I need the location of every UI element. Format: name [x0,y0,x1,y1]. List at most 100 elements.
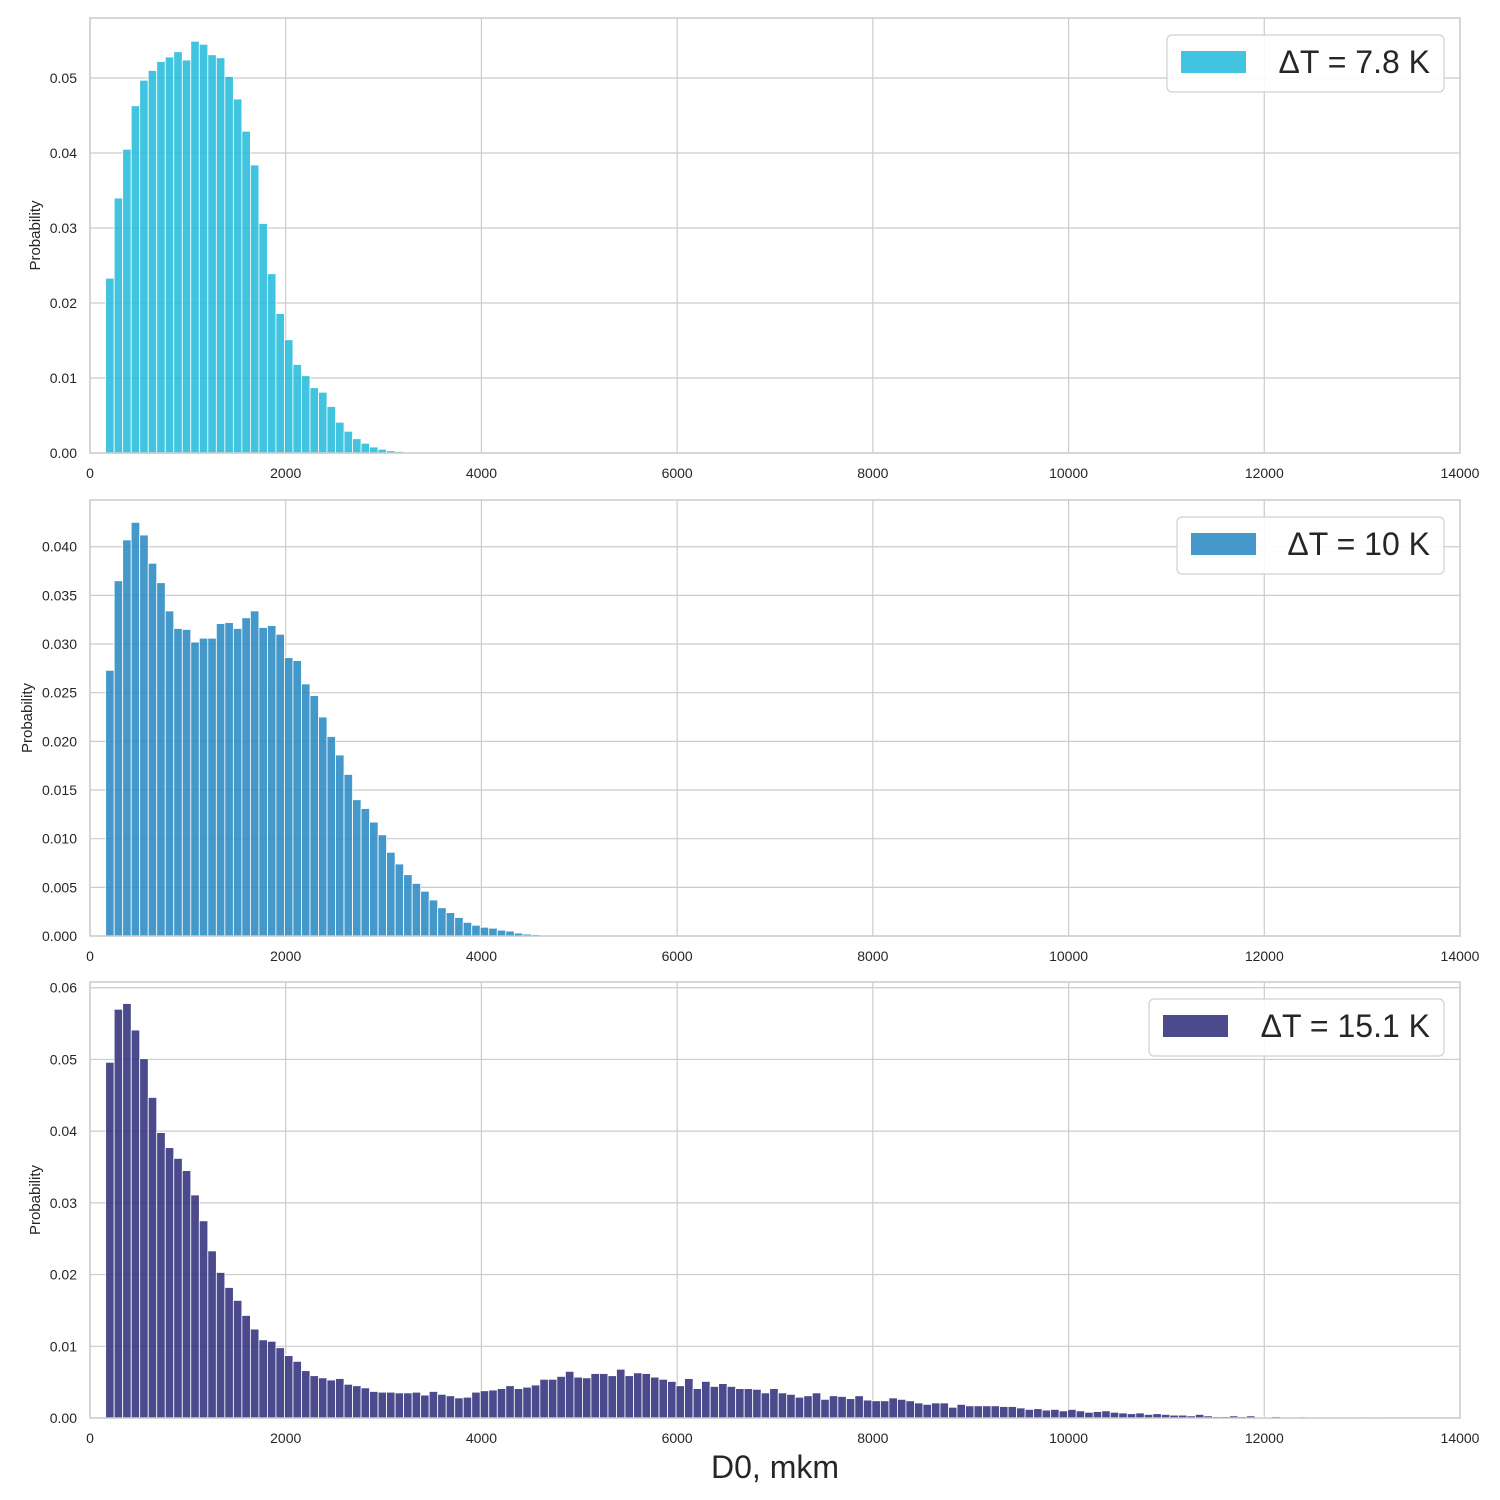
histogram-bar [1050,1408,1060,1419]
legend-box [1148,998,1445,1057]
histogram-bar [164,56,175,454]
histogram-bar [411,883,422,937]
y-tick-label: 0.030 [42,636,77,652]
histogram-bar [352,438,362,454]
histogram-bar [173,628,183,937]
histogram-bar [590,1373,600,1419]
histogram-bar [803,1395,813,1419]
histogram-bar [888,1397,898,1419]
axes-frame [89,981,1461,1419]
histogram-bar [428,899,439,937]
histogram-bar [190,641,200,937]
x-tick-label: 14000 [1441,465,1480,481]
histogram-bar [301,683,311,937]
histogram-bar [318,391,328,454]
histogram-bar [326,736,336,937]
histogram-bar [1092,1411,1103,1419]
histogram-bar [292,364,302,454]
x-tick-label: 6000 [662,948,693,964]
histogram-bar [1135,1412,1145,1419]
histogram-bar [258,627,268,937]
histogram-bar [462,1396,473,1419]
y-tick-label: 0.00 [50,445,77,461]
histogram-bar [982,1405,992,1419]
histogram-bar [352,1385,362,1419]
histogram-bar [113,580,124,937]
histogram-bar [198,637,209,937]
histogram-bar [471,924,481,937]
histogram-bar [539,1378,549,1419]
histogram-bar [948,1406,958,1419]
panel-3: 0 2000 4000 6000 8000 10000 12000 14000 0.00 0.01… [27,980,1480,1446]
histogram-bar [965,1405,975,1419]
histogram-bar [215,1272,226,1419]
histogram-bar [122,148,132,454]
histogram-bar [735,1388,745,1419]
histogram-bar [1118,1412,1128,1419]
y-tick-label: 0.020 [42,733,77,749]
histogram-bar [156,61,166,454]
x-tick-label: 10000 [1049,1430,1088,1446]
histogram-bar [309,1375,319,1419]
histogram-bar [386,851,396,937]
histogram-bar [845,1398,856,1419]
legend-swatch [1191,533,1256,555]
legend: ΔT = 10 K [1176,516,1445,575]
histogram-bar [420,1394,430,1419]
histogram-bar [1041,1409,1052,1419]
histogram-bar [232,98,243,454]
histogram-bar [232,1299,243,1419]
y-tick-label: 0.015 [42,782,77,798]
histogram-bar [181,1170,192,1419]
histogram-bar [335,1378,345,1419]
histogram-bar [479,1390,490,1419]
histogram-bar [956,1403,966,1419]
y-tick-label: 0.02 [50,1267,77,1283]
y-tick-label: 0.01 [50,1338,77,1354]
histogram-bar [973,1405,983,1419]
histogram-bar [667,1381,677,1419]
histogram-bar [130,105,141,454]
x-tick-label: 14000 [1441,948,1480,964]
histogram-bar [139,1058,149,1419]
histogram-bar [675,1385,685,1419]
x-tick-label: 0 [86,1430,94,1446]
histogram-bar [156,1132,166,1419]
histogram-bar [513,1388,524,1419]
histogram-bar [394,863,405,937]
bars [105,1003,1418,1419]
histogram-bar [122,539,132,937]
histogram-bar [267,1340,277,1419]
histogram-bar [258,1339,268,1419]
histogram-bar [522,1386,532,1419]
histogram-bar [445,1395,456,1419]
y-tick-label: 0.04 [50,1123,77,1139]
histogram-bar [871,1400,881,1419]
histogram-bar [386,1391,396,1419]
histogram-bar [181,629,192,937]
histogram-bar [318,716,328,937]
y-tick-label: 0.035 [42,587,77,603]
histogram-bar [275,313,285,454]
histogram-bar [1016,1407,1026,1419]
histogram-bar [454,917,464,937]
y-tick-label: 0.05 [50,1051,77,1067]
histogram-bar [284,657,294,937]
histogram-bar [207,1250,217,1419]
histogram-bar [198,1220,209,1419]
histogram-bar [130,1029,141,1419]
histogram-bar [1101,1410,1111,1419]
histogram-bar [709,1386,720,1419]
histogram-bar [292,1360,302,1419]
histogram-bar [139,79,149,454]
histogram-bar [692,1388,703,1419]
histogram-bar [573,1376,583,1419]
histogram-bar [241,617,251,937]
histogram-bar [403,874,413,937]
y-tick-label: 0.025 [42,685,77,701]
histogram-bar [599,1373,609,1419]
histogram-bar [488,927,498,937]
histogram-bar [607,1375,617,1419]
histogram-bar [309,695,319,937]
x-tick-label: 12000 [1245,1430,1284,1446]
